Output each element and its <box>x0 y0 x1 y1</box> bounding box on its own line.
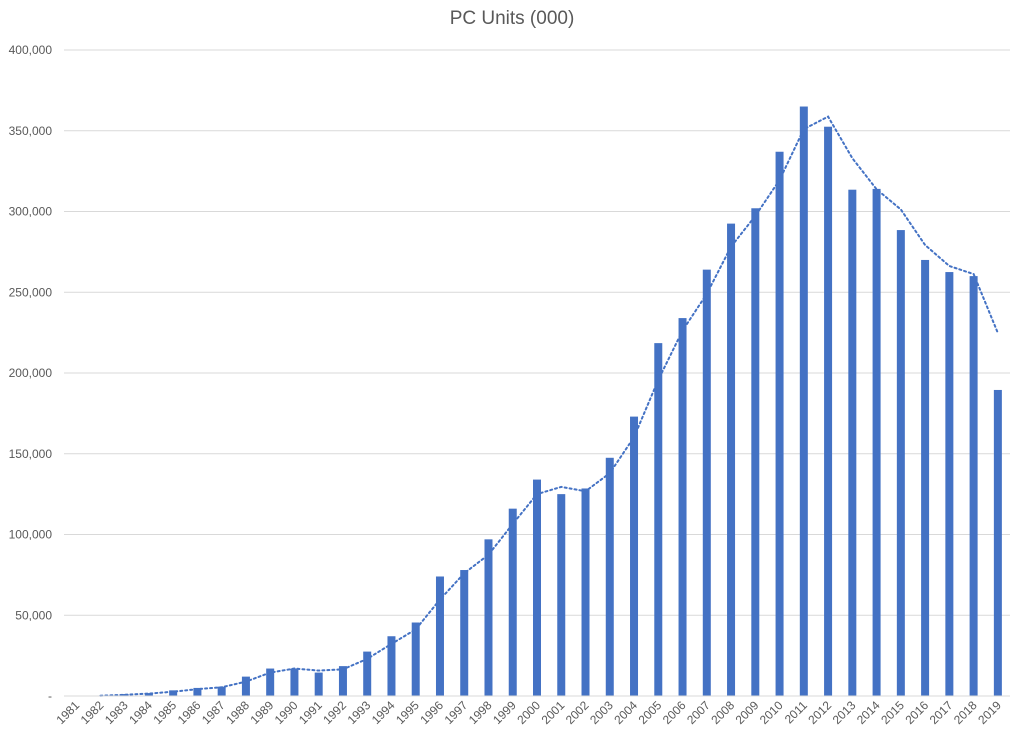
bar <box>193 687 202 696</box>
x-tick-label: 1996 <box>417 698 446 727</box>
bar <box>824 126 833 696</box>
x-tick-label: 2002 <box>563 698 592 727</box>
x-tick-label: 2007 <box>684 698 713 727</box>
bar <box>411 622 420 696</box>
x-tick-label: 2019 <box>975 698 1004 727</box>
x-tick-label: 2009 <box>733 698 762 727</box>
x-tick-label: 2010 <box>757 698 786 727</box>
x-tick-label: 1991 <box>296 698 325 727</box>
y-tick-label: 100,000 <box>9 528 53 542</box>
bar <box>848 189 857 696</box>
x-tick-label: 2011 <box>782 698 810 726</box>
x-tick-label: 1994 <box>369 698 398 727</box>
x-tick-label: 1998 <box>466 698 495 727</box>
bar <box>169 690 178 696</box>
bar <box>799 106 808 696</box>
bar <box>969 276 978 696</box>
bar <box>727 223 736 697</box>
x-tick-label: 1982 <box>78 698 107 727</box>
bar <box>751 208 760 696</box>
x-tick-label: 1993 <box>345 698 374 727</box>
bar <box>144 693 153 696</box>
bar <box>387 636 396 696</box>
y-tick-label: 50,000 <box>15 608 52 622</box>
bar <box>605 457 614 696</box>
bar <box>217 686 226 696</box>
x-tick-label: 2001 <box>539 698 568 727</box>
bar-series <box>96 106 1002 697</box>
x-tick-label: 1995 <box>393 698 422 727</box>
bar <box>945 272 954 696</box>
bar <box>678 318 687 696</box>
x-tick-label: 1992 <box>320 698 349 727</box>
x-tick-label: 1990 <box>272 698 301 727</box>
x-tick-label: 2008 <box>708 698 737 727</box>
bar <box>338 666 347 696</box>
x-tick-label: 1999 <box>490 698 519 727</box>
bar <box>557 494 566 696</box>
bar <box>775 151 784 696</box>
x-tick-label: 2005 <box>636 698 665 727</box>
x-tick-label: 2017 <box>927 698 956 727</box>
x-tick-label: 2003 <box>587 698 616 727</box>
bar <box>654 343 663 696</box>
x-tick-label: 1987 <box>199 698 228 727</box>
x-tick-label: 2000 <box>514 698 543 727</box>
x-tick-label: 2015 <box>878 698 907 727</box>
y-tick-label: 400,000 <box>9 43 53 57</box>
y-tick-label: 300,000 <box>9 205 53 219</box>
bar <box>702 269 711 696</box>
bar <box>241 676 250 696</box>
y-tick-label: 350,000 <box>9 124 53 138</box>
trend-line <box>99 115 999 697</box>
bar <box>872 188 881 696</box>
bar <box>290 668 299 696</box>
y-tick-label: 250,000 <box>9 285 53 299</box>
bar <box>921 259 930 696</box>
y-tick-label: - <box>48 689 52 703</box>
bar <box>533 479 541 696</box>
y-tick-label: 200,000 <box>9 366 53 380</box>
x-tick-label: 2012 <box>805 698 834 727</box>
x-tick-label: 2018 <box>951 698 980 727</box>
bar <box>993 389 1002 696</box>
x-tick-label: 1988 <box>223 698 252 727</box>
bar <box>630 416 639 696</box>
x-tick-label: 1985 <box>150 698 179 727</box>
trend-line-path <box>99 115 999 697</box>
x-tick-label: 2014 <box>854 698 883 727</box>
x-tick-label: 1989 <box>248 698 277 727</box>
x-tick-label: 2016 <box>902 698 931 727</box>
chart-title: PC Units (000) <box>449 8 575 29</box>
x-tick-label: 1983 <box>102 698 131 727</box>
bar <box>896 230 905 696</box>
bar <box>484 539 493 696</box>
bar <box>581 488 590 696</box>
x-tick-label: 1984 <box>126 698 155 727</box>
y-axis-tick-labels: - 50,000 100,000 150,000 200,000 250,000 300,0… <box>9 43 53 703</box>
x-tick-label: 2013 <box>830 698 859 727</box>
bar <box>435 576 444 696</box>
bar <box>314 672 323 696</box>
x-tick-label: 2006 <box>660 698 689 727</box>
x-tick-label: 1981 <box>53 698 82 727</box>
bar <box>460 570 469 696</box>
bar <box>363 651 372 696</box>
y-tick-label: 150,000 <box>9 447 53 461</box>
bar <box>508 508 517 696</box>
x-axis-tick-labels: 1981198219831984198519861987198819891990… <box>53 698 1004 727</box>
x-tick-label: 1997 <box>442 698 471 727</box>
x-tick-label: 2004 <box>611 698 640 727</box>
x-tick-label: 1986 <box>175 698 204 727</box>
bar <box>266 668 275 696</box>
